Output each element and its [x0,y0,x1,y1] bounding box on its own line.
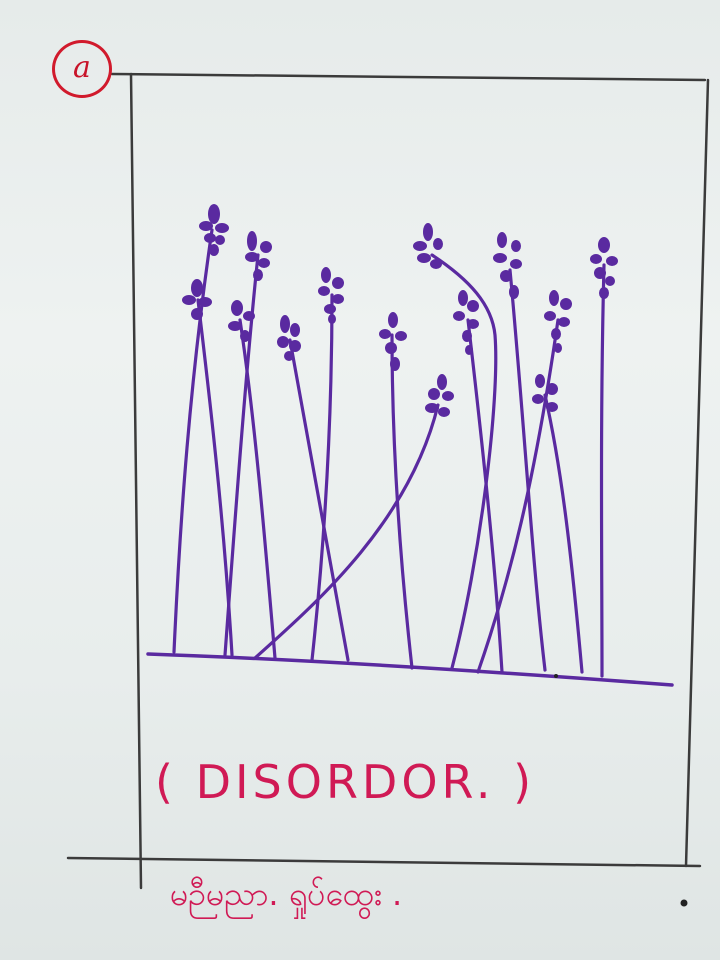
frame-top-line [110,72,707,82]
ground-line-icon [146,652,674,687]
flower-head [379,312,407,371]
flower-head [228,300,255,342]
flower-stems-icon [172,228,606,678]
flower-head [277,315,301,361]
frame-right-line [684,78,710,868]
flower-head [590,237,618,299]
frame-left-line [129,72,143,890]
flower-head [199,204,229,256]
flower-head [318,267,344,324]
circled-label-icon: a [52,40,112,98]
flower-heads [182,204,618,417]
frame-bottom-line [66,856,702,868]
flower-head [245,231,272,281]
footer-note: မဉီမညာ. ရှုပ်ထွေး . [170,875,403,913]
figure-label: a [73,50,91,85]
flower-head [182,279,212,320]
frame [66,72,710,890]
dot-mark [680,899,688,907]
flower-head [413,223,443,269]
flower-head [532,374,558,412]
flower-head [544,290,572,353]
flower-head [425,374,454,417]
dot-mark [554,674,558,678]
flower-head [493,232,522,299]
caption: ( DISORDOR. ) [155,755,536,809]
flower-head [453,290,479,355]
